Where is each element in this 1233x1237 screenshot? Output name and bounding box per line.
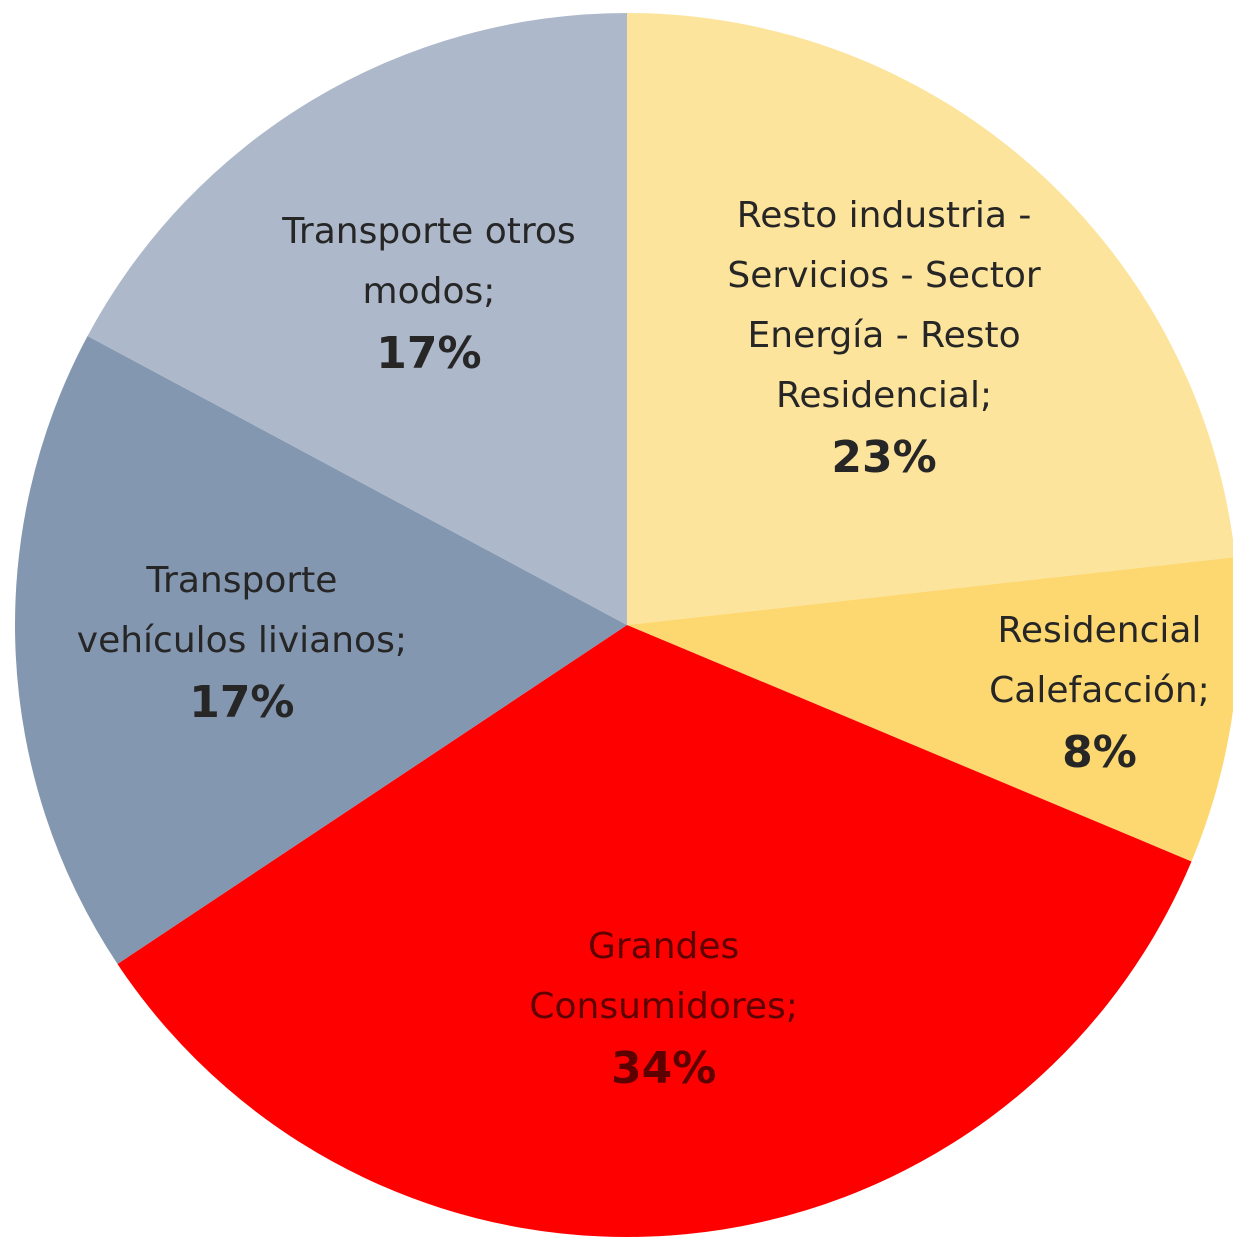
category-label: Resto industria - Servicios - Sector Ene… bbox=[727, 194, 1041, 416]
slice-label: Residencial Calefacción; 8% bbox=[975, 601, 1225, 785]
slice-label: Grandes Consumidores; 34% bbox=[484, 917, 844, 1101]
category-label: Residencial Calefacción; bbox=[989, 609, 1210, 711]
slice-label: Transporte otros modos; 17% bbox=[249, 202, 609, 386]
slice bbox=[14, 335, 628, 964]
value-label: 23% bbox=[831, 431, 937, 483]
slice bbox=[627, 13, 1233, 625]
slice bbox=[117, 625, 1192, 1237]
value-label: 17% bbox=[189, 677, 295, 729]
slice-label: Transporte vehículos livianos; 17% bbox=[62, 551, 422, 735]
slice-label: Resto industria - Servicios - Sector Ene… bbox=[704, 186, 1064, 490]
slice bbox=[627, 557, 1233, 862]
value-label: 8% bbox=[1062, 726, 1137, 778]
category-label: Transporte vehículos livianos; bbox=[76, 560, 407, 662]
category-label: Grandes Consumidores; bbox=[529, 925, 798, 1027]
value-label: 17% bbox=[376, 328, 482, 380]
slice bbox=[87, 12, 628, 625]
category-label: Transporte otros modos; bbox=[282, 211, 576, 313]
value-label: 34% bbox=[610, 1042, 717, 1094]
